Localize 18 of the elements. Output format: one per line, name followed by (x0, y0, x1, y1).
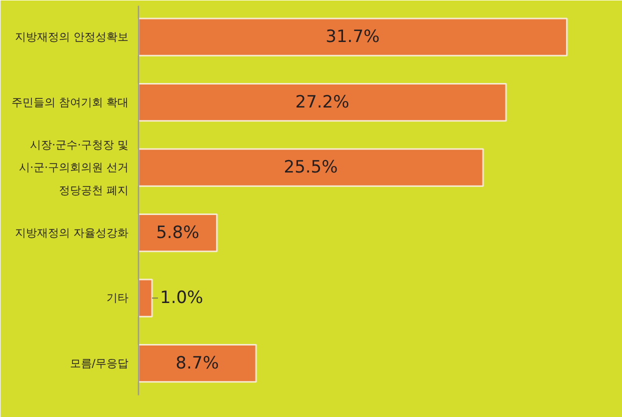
data-label: 27.2% (295, 92, 350, 112)
y-tick-label: 시장·군수·구청장 및 시·군·구의회의원 선거 정당공천 폐지 (19, 138, 129, 197)
data-label: 31.7% (326, 27, 380, 48)
data-label: 1.0% (160, 288, 204, 308)
bar (138, 278, 153, 318)
y-tick-label: 지방재정의 안정성확보 (15, 30, 129, 44)
bar (138, 344, 257, 383)
y-tick-label: 기타 (106, 292, 128, 305)
data-label: 8.7% (176, 353, 219, 374)
bar (138, 82, 507, 122)
y-tick-label: 지방재정의 자율성강화 (15, 226, 129, 240)
bar (138, 148, 484, 187)
bar (138, 213, 218, 252)
y-tick-label: 주민들의 참여기회 확대 (12, 96, 129, 109)
data-label: 5.8% (156, 222, 200, 243)
y-tick-label: 모름/무응답 (70, 356, 129, 370)
data-label: 25.5% (284, 158, 338, 178)
bar (138, 18, 568, 56)
